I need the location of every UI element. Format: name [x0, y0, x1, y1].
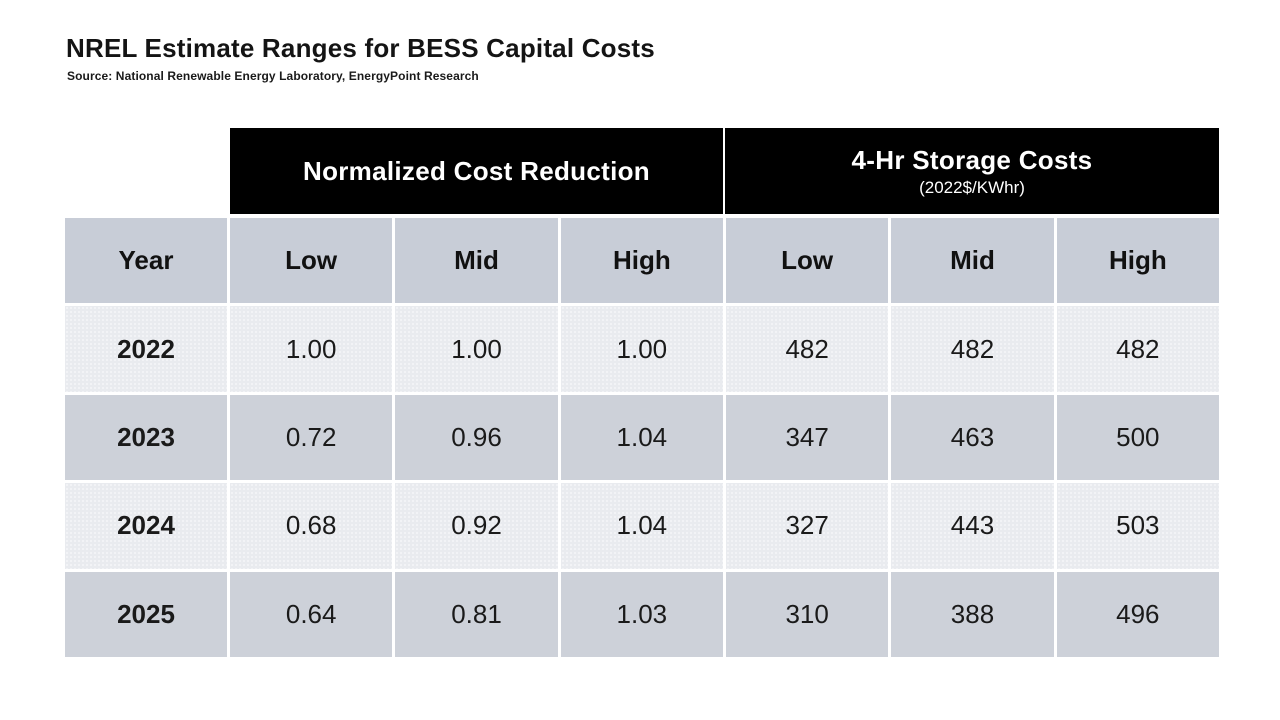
- column-header-mid-2: Mid: [891, 218, 1054, 304]
- table-cell: 1.00: [560, 306, 723, 392]
- column-header-high-2: High: [1056, 218, 1219, 304]
- table-cell: 0.64: [230, 571, 393, 657]
- table-cell: 463: [891, 394, 1054, 481]
- table-cell: 496: [1056, 571, 1219, 657]
- table-cell: 503: [1056, 483, 1219, 569]
- table-cell: 0.68: [230, 483, 393, 569]
- group-header-subtitle: (2022$/KWhr): [919, 177, 1025, 197]
- column-header-high-1: High: [560, 218, 723, 304]
- group-header-normalized-cost-reduction: Normalized Cost Reduction: [230, 128, 725, 214]
- table-cell: 1.00: [230, 306, 393, 392]
- table-cell: 482: [891, 306, 1054, 392]
- table-cell: 0.72: [230, 394, 393, 481]
- row-year: 2025: [65, 571, 227, 657]
- source-attribution: Source: National Renewable Energy Labora…: [67, 69, 479, 83]
- column-header-year: Year: [65, 218, 227, 304]
- table-cell: 443: [891, 483, 1054, 569]
- group-header-title: Normalized Cost Reduction: [303, 155, 650, 186]
- row-year: 2023: [65, 394, 227, 481]
- table-cell: 0.81: [395, 571, 558, 657]
- group-header-title: 4-Hr Storage Costs: [851, 144, 1093, 175]
- column-header-mid-1: Mid: [395, 218, 558, 304]
- table-group-header-band: Normalized Cost Reduction 4-Hr Storage C…: [230, 128, 1219, 214]
- table-cell: 500: [1056, 394, 1219, 481]
- table-cell: 1.04: [560, 394, 723, 481]
- table-cell: 1.03: [560, 571, 723, 657]
- table-cell: 327: [725, 483, 889, 569]
- table-cell: 0.92: [395, 483, 558, 569]
- table-cell: 1.04: [560, 483, 723, 569]
- table-cell: 0.96: [395, 394, 558, 481]
- column-header-low-1: Low: [230, 218, 393, 304]
- group-header-4hr-storage-costs: 4-Hr Storage Costs (2022$/KWhr): [725, 128, 1219, 214]
- table-cell: 310: [725, 571, 889, 657]
- page-title: NREL Estimate Ranges for BESS Capital Co…: [66, 33, 655, 63]
- column-header-low-2: Low: [725, 218, 889, 304]
- table-cell: 482: [1056, 306, 1219, 392]
- row-year: 2024: [65, 483, 227, 569]
- table-cell: 482: [725, 306, 889, 392]
- data-table: Year Low Mid High Low Mid High 2022 1.00…: [65, 218, 1219, 657]
- table-cell: 1.00: [395, 306, 558, 392]
- table-cell: 388: [891, 571, 1054, 657]
- table-cell: 347: [725, 394, 889, 481]
- row-year: 2022: [65, 306, 227, 392]
